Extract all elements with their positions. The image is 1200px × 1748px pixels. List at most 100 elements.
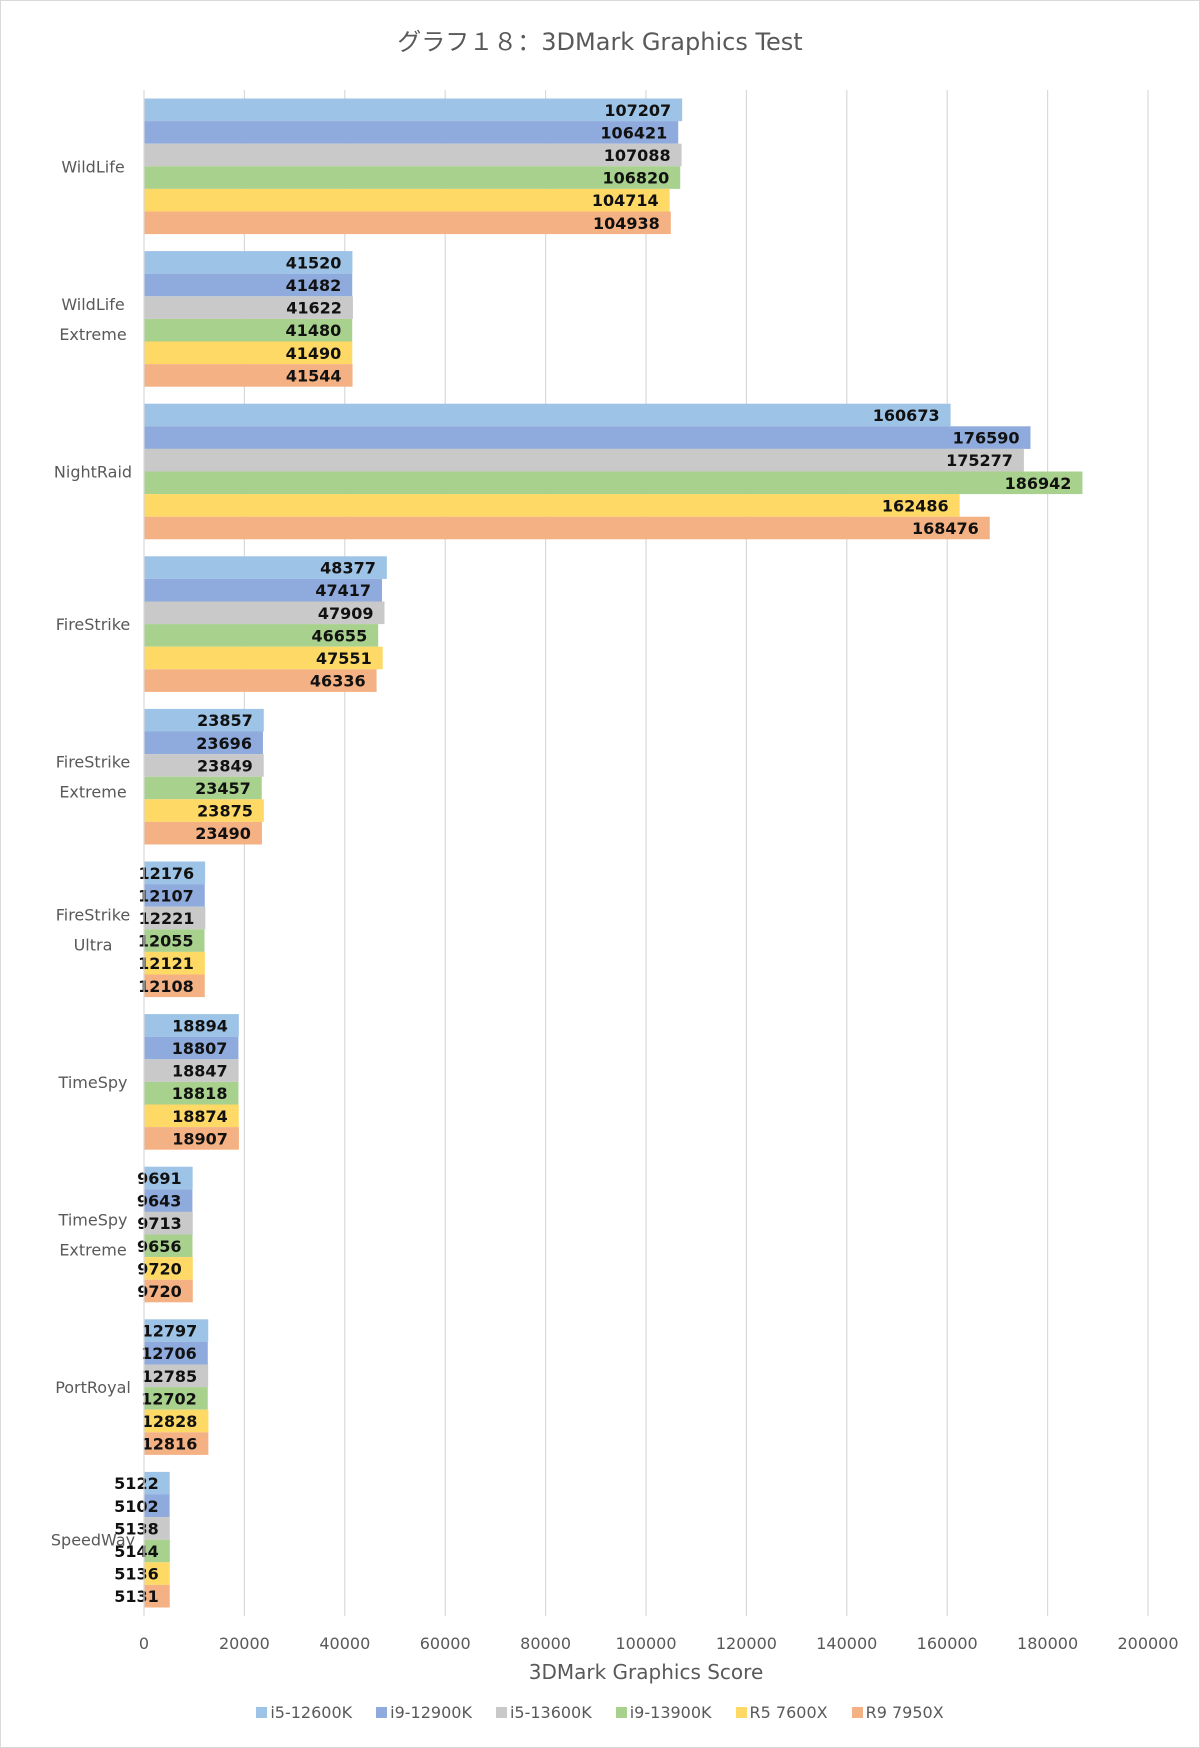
bar (144, 364, 353, 387)
bar (144, 1211, 193, 1235)
data-label: 5144 (114, 1542, 159, 1561)
bar (144, 426, 1031, 449)
category-label: SpeedWay (51, 1531, 135, 1550)
data-label: 5138 (114, 1519, 159, 1538)
data-label: 12702 (141, 1389, 197, 1408)
category-label: NightRaid (54, 463, 132, 482)
x-tick-label: 140000 (816, 1634, 877, 1653)
bar (144, 556, 387, 579)
data-label: 9713 (137, 1214, 182, 1233)
data-label: 47551 (316, 649, 372, 668)
bar (144, 296, 353, 319)
chart-title: グラフ１８：3DMark Graphics Test (397, 28, 803, 56)
x-tick-label: 0 (139, 1634, 149, 1653)
bar (144, 121, 679, 144)
data-label: 12816 (142, 1435, 198, 1454)
data-label: 46336 (310, 672, 366, 691)
data-label: 5102 (114, 1497, 159, 1516)
category-label: FireStrike (56, 753, 131, 772)
data-label: 5122 (114, 1474, 159, 1493)
data-label: 23490 (195, 824, 251, 843)
data-label: 18894 (172, 1016, 228, 1035)
legend-label: i5-12600K (270, 1703, 353, 1722)
bar (144, 821, 262, 845)
data-label: 23849 (197, 756, 253, 775)
data-label: 18818 (172, 1084, 228, 1103)
category-label: FireStrike (56, 615, 131, 634)
legend-item: i9-13900K (615, 1703, 712, 1722)
data-label: 18874 (172, 1107, 228, 1126)
legend-swatch (735, 1707, 747, 1718)
x-tick-label: 40000 (319, 1634, 370, 1653)
legend-item: R5 7600X (735, 1703, 828, 1722)
data-label: 107207 (604, 101, 671, 120)
data-label: 12055 (138, 932, 194, 951)
data-label: 12121 (138, 954, 194, 973)
bar (144, 951, 205, 975)
data-label: 41520 (286, 253, 342, 272)
legend-label: i9-12900K (390, 1703, 472, 1722)
data-label: 48377 (320, 559, 376, 578)
bar (144, 1341, 208, 1365)
legend: i5-12600K i9-12900K i5-13600K i9-13900K R5 7… (0, 1703, 1200, 1722)
bar (144, 1059, 239, 1082)
data-label: 5136 (114, 1565, 159, 1584)
data-label: 23457 (195, 779, 251, 798)
data-label: 5131 (114, 1587, 159, 1606)
bar (144, 318, 353, 342)
legend-item: i9-12900K (376, 1703, 472, 1722)
data-label: 47909 (318, 604, 374, 623)
category-label: Extreme (59, 783, 126, 802)
bar (144, 1127, 239, 1150)
legend-swatch (615, 1707, 627, 1718)
bar (144, 884, 205, 907)
bar (144, 1432, 209, 1455)
x-axis-title: 3DMark Graphics Score (528, 1660, 764, 1684)
data-label: 160673 (873, 406, 940, 425)
legend-label: i5-13600K (509, 1703, 592, 1722)
bar (144, 646, 383, 670)
bar (144, 1279, 193, 1303)
bar (144, 578, 383, 602)
bar (144, 516, 990, 540)
data-label: 41490 (286, 344, 342, 363)
category-label: Extreme (59, 1241, 126, 1260)
data-label: 41544 (286, 366, 342, 385)
bar (144, 403, 951, 427)
bar (144, 906, 206, 930)
bar (144, 708, 264, 732)
category-label: TimeSpy (58, 1073, 128, 1092)
bar (144, 861, 206, 885)
bar (144, 1584, 170, 1608)
data-label: 12176 (138, 864, 194, 883)
category-label: Ultra (74, 935, 113, 954)
data-label: 9643 (137, 1192, 182, 1211)
bar (144, 143, 682, 167)
data-label: 12785 (142, 1367, 198, 1386)
bar (144, 1471, 170, 1495)
legend-swatch (495, 1707, 507, 1718)
category-label: Extreme (59, 325, 126, 344)
bar (144, 471, 1083, 495)
bar (144, 1081, 239, 1105)
bar (144, 669, 377, 692)
data-label: 9691 (137, 1169, 182, 1188)
x-tick-label: 160000 (917, 1634, 978, 1653)
data-label: 104938 (593, 214, 660, 233)
bar (144, 1166, 193, 1190)
x-tick-label: 120000 (716, 1634, 777, 1653)
bar (144, 211, 671, 235)
data-label: 9720 (137, 1282, 182, 1301)
data-label: 12107 (138, 886, 194, 905)
bar (144, 1319, 209, 1342)
bar (144, 1387, 208, 1410)
x-tick-label: 20000 (219, 1634, 270, 1653)
bar (144, 974, 205, 998)
data-label: 41480 (286, 321, 342, 340)
data-label: 176590 (953, 429, 1020, 448)
bar (144, 166, 681, 189)
data-label: 12108 (138, 977, 194, 996)
data-label: 46655 (312, 626, 368, 645)
legend-label: i9-13900K (629, 1703, 712, 1722)
